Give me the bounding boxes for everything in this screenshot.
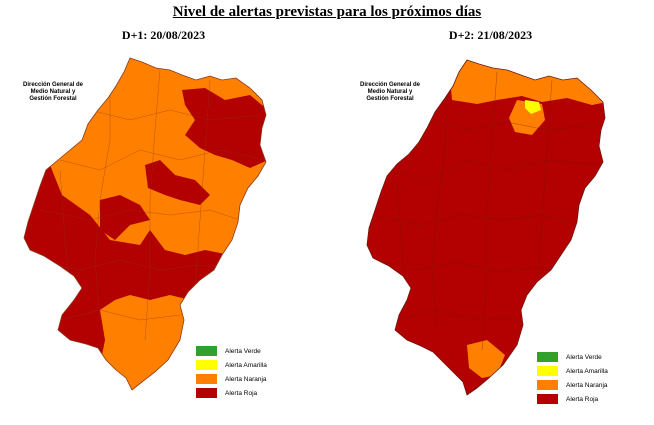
region-naranja-north-d2 <box>447 60 605 105</box>
legend-item-naranja: Alerta Naranja <box>537 378 608 392</box>
legend-swatch-verde <box>537 352 558 362</box>
map-panel-d2: D+2: 21/08/2023 Dirección General de Med… <box>327 0 654 425</box>
legend-d2: Alerta Verde Alerta Amarilla Alerta Nara… <box>537 350 608 406</box>
legend-swatch-verde <box>196 346 217 356</box>
region-roja-northeast-d1 <box>182 88 266 168</box>
map-date-d2: D+2: 21/08/2023 <box>448 28 533 42</box>
map-panel-d1: D+1: 20/08/2023 Dirección General de Med… <box>22 28 267 400</box>
legend-d1: Alerta Verde Alerta Amarilla Alerta Nara… <box>196 344 267 400</box>
org-label-d1: Dirección General de Medio Natural y Ges… <box>22 82 84 102</box>
alert-map-d1 <box>23 57 267 391</box>
legend-item-amarilla: Alerta Amarilla <box>196 358 267 372</box>
legend-item-amarilla: Alerta Amarilla <box>537 364 608 378</box>
legend-item-roja: Alerta Roja <box>537 392 608 406</box>
legend-item-naranja: Alerta Naranja <box>196 372 267 386</box>
legend-item-roja: Alerta Roja <box>196 386 267 400</box>
org-label-d2: Dirección General de Medio Natural y Ges… <box>359 82 421 102</box>
legend-swatch-amarilla <box>537 366 558 376</box>
legend-swatch-naranja <box>537 380 558 390</box>
region-naranja-south-d2 <box>467 340 505 378</box>
map-date-d1: D+1: 20/08/2023 <box>121 28 206 42</box>
legend-swatch-roja <box>537 394 558 404</box>
region-amarilla-d2 <box>525 100 541 114</box>
page-title: Nivel de alertas previstas para los próx… <box>172 4 482 20</box>
legend-swatch-amarilla <box>196 360 217 370</box>
region-naranja-south-d1 <box>100 300 185 390</box>
legend-swatch-roja <box>196 388 217 398</box>
alert-map-d2 <box>366 59 606 396</box>
region-roja-mid-d1 <box>145 160 210 205</box>
legend-item-verde: Alerta Verde <box>537 350 608 364</box>
legend-swatch-naranja <box>196 374 217 384</box>
legend-item-verde: Alerta Verde <box>196 344 267 358</box>
region-roja-center-d1 <box>100 195 150 240</box>
